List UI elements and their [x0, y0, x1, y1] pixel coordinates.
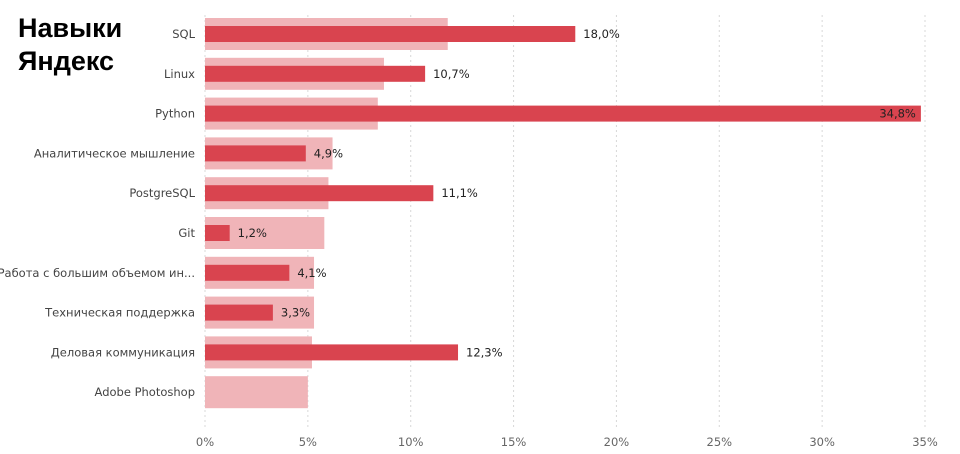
foreground-bars — [205, 26, 921, 361]
category-label: Работа с большим объемом ин... — [0, 266, 195, 280]
value-label: 11,1% — [441, 186, 478, 200]
value-bar — [205, 145, 306, 162]
value-label: 3,3% — [281, 306, 310, 320]
value-labels: 18,0% 10,7% 34,8% 4,9% 11,1% 1,2% 4,1% 3,3% 12,3… — [238, 27, 916, 359]
chart-title: Навыки Яндекс — [18, 12, 178, 78]
value-bar — [205, 225, 230, 241]
value-bar — [205, 65, 426, 82]
value-label: 1,2% — [238, 226, 267, 240]
value-bar — [205, 26, 576, 42]
x-tick-label: 35% — [912, 435, 938, 449]
category-label: Git — [178, 226, 195, 240]
value-bar — [205, 304, 273, 321]
value-bar — [205, 264, 290, 281]
x-tick-label: 10% — [398, 435, 424, 449]
value-bar — [205, 105, 921, 122]
x-tick-label: 0% — [196, 435, 214, 449]
category-label: Python — [155, 107, 195, 121]
chart-title-line2: Яндекс — [18, 46, 115, 76]
x-tick-label: 25% — [707, 435, 733, 449]
category-label: Adobe Photoshop — [95, 385, 195, 399]
x-axis-tick-labels: 0% 5% 10% 15% 20% 25% 30% 35% — [196, 435, 938, 449]
background-bar — [205, 376, 308, 409]
value-label: 4,9% — [314, 146, 343, 160]
x-tick-label: 5% — [299, 435, 317, 449]
value-label: 10,7% — [433, 67, 470, 81]
chart-title-line1: Навыки — [18, 13, 123, 43]
category-labels: SQL Linux Python Аналитическое мышление Post… — [0, 27, 196, 399]
category-label: PostgreSQL — [129, 186, 195, 200]
x-tick-label: 30% — [809, 435, 835, 449]
category-label: Техническая поддержка — [44, 306, 195, 320]
value-bar — [205, 185, 434, 202]
value-label: 18,0% — [583, 27, 620, 41]
category-label: Деловая коммуникация — [51, 345, 195, 359]
category-label: Аналитическое мышление — [34, 146, 195, 160]
value-label: 34,8% — [879, 107, 916, 121]
value-label: 4,1% — [297, 266, 326, 280]
x-tick-label: 15% — [501, 435, 527, 449]
x-tick-label: 20% — [604, 435, 630, 449]
category-label: SQL — [172, 27, 195, 41]
category-label: Linux — [164, 67, 195, 81]
value-label: 12,3% — [466, 345, 503, 359]
value-bar — [205, 344, 459, 361]
